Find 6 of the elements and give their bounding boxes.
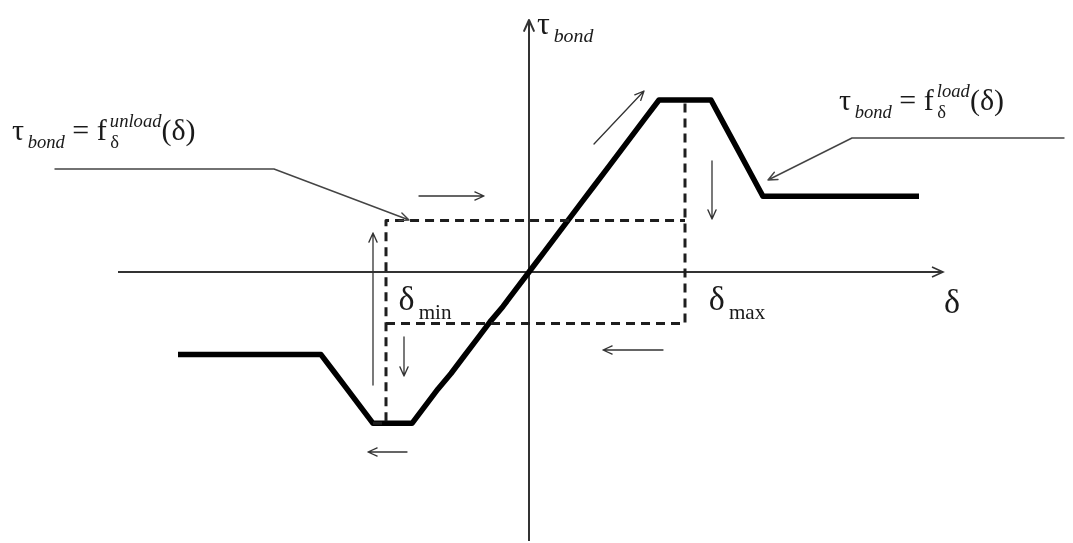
- x-tick-label: δ$_{max}$: [708, 280, 766, 324]
- x-tick-label: δ$_{min}$: [398, 280, 452, 324]
- annotation: τ$_{bond}$ = f$_{δ}$$^{load}$(δ): [839, 80, 1005, 122]
- x-axis-title: δ: [943, 283, 961, 320]
- y-axis-title: τ$_{bond}$: [537, 5, 594, 47]
- annotation: τ$_{bond}$ = f$_{δ}$$^{unload}$(δ): [12, 110, 196, 152]
